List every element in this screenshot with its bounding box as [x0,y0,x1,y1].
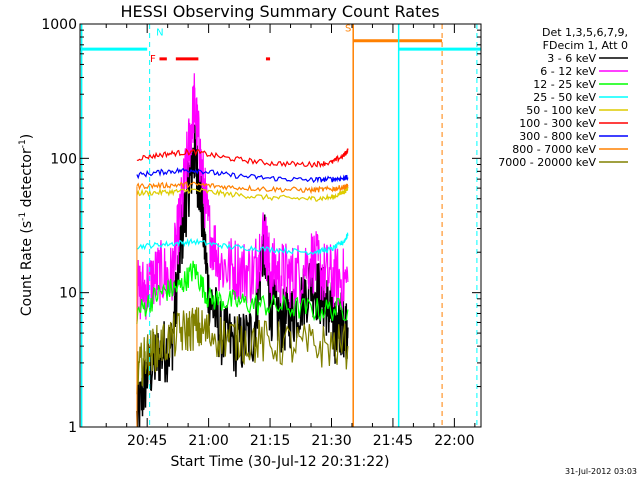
y-axis: 1 10 100 1000 [41,17,481,436]
legend-entry-label: 25 - 50 keV [533,91,596,104]
legend-entry-label: 6 - 12 keV [540,65,596,78]
series-line-6-12-kev [136,73,349,322]
series-line-12-25-kev [136,260,349,325]
y-tick-label: 10 [59,286,77,302]
saa-flag-label: S [345,23,351,34]
legend-entry-label: 800 - 7000 keV [512,143,596,156]
flare-flag-label: F [150,54,156,65]
y-label-sup: -1 [18,139,28,148]
x-tick-label: 21:15 [250,433,290,449]
plot-content [80,24,481,427]
y-label-part: Count Rate (s [19,221,35,316]
plot-frame [79,23,482,428]
legend: Det 1,3,5,6,7,9,FDecim 1, Att 03 - 6 keV… [498,26,628,169]
x-tick-label: 20:45 [127,433,167,449]
date-stamp: 31-Jul-2012 03:03 [565,467,637,476]
x-axis: 20:45 21:00 21:15 21:30 21:45 22:00 [105,24,476,449]
series-line-25-50-kev [136,232,349,256]
y-label-sup: -1 [18,212,28,221]
series-line-800-7000-kev [136,181,349,195]
legend-entry-label: 3 - 6 keV [547,52,596,65]
y-label-part: ) [19,134,35,139]
x-axis-label: Start Time (30-Jul-12 20:31:22) [170,454,389,470]
y-tick-label: 100 [50,151,77,167]
series-line-3-6-kev [136,124,349,427]
legend-entry-label: 300 - 800 keV [519,130,596,143]
x-tick-label: 21:30 [311,433,351,449]
legend-header: FDecim 1, Att 0 [543,39,628,52]
chart-title: HESSI Observing Summary Count Rates [120,2,439,21]
series-line-50-100-kev [136,186,349,202]
x-tick-label: 21:45 [373,433,413,449]
night-flag-label: N [156,28,163,39]
plot-area: N F S [80,23,481,427]
legend-entry-label: 100 - 300 keV [519,117,596,130]
y-tick-label: 1000 [41,17,77,33]
y-tick-label: 1 [68,420,77,436]
legend-header: Det 1,3,5,6,7,9, [542,26,628,39]
y-label-part: detector [19,148,35,212]
y-axis-label: Count Rate (s-1 detector-1) [18,134,35,316]
series-line-300-800-kev [136,167,349,184]
series-line-7000-20000-kev [136,307,349,395]
legend-entry-label: 7000 - 20000 keV [498,156,596,169]
x-tick-label: 21:00 [188,433,228,449]
legend-entry-label: 50 - 100 keV [526,104,596,117]
series-line-100-300-kev [136,148,349,169]
x-tick-label: 22:00 [434,433,474,449]
legend-entry-label: 12 - 25 keV [533,78,596,91]
